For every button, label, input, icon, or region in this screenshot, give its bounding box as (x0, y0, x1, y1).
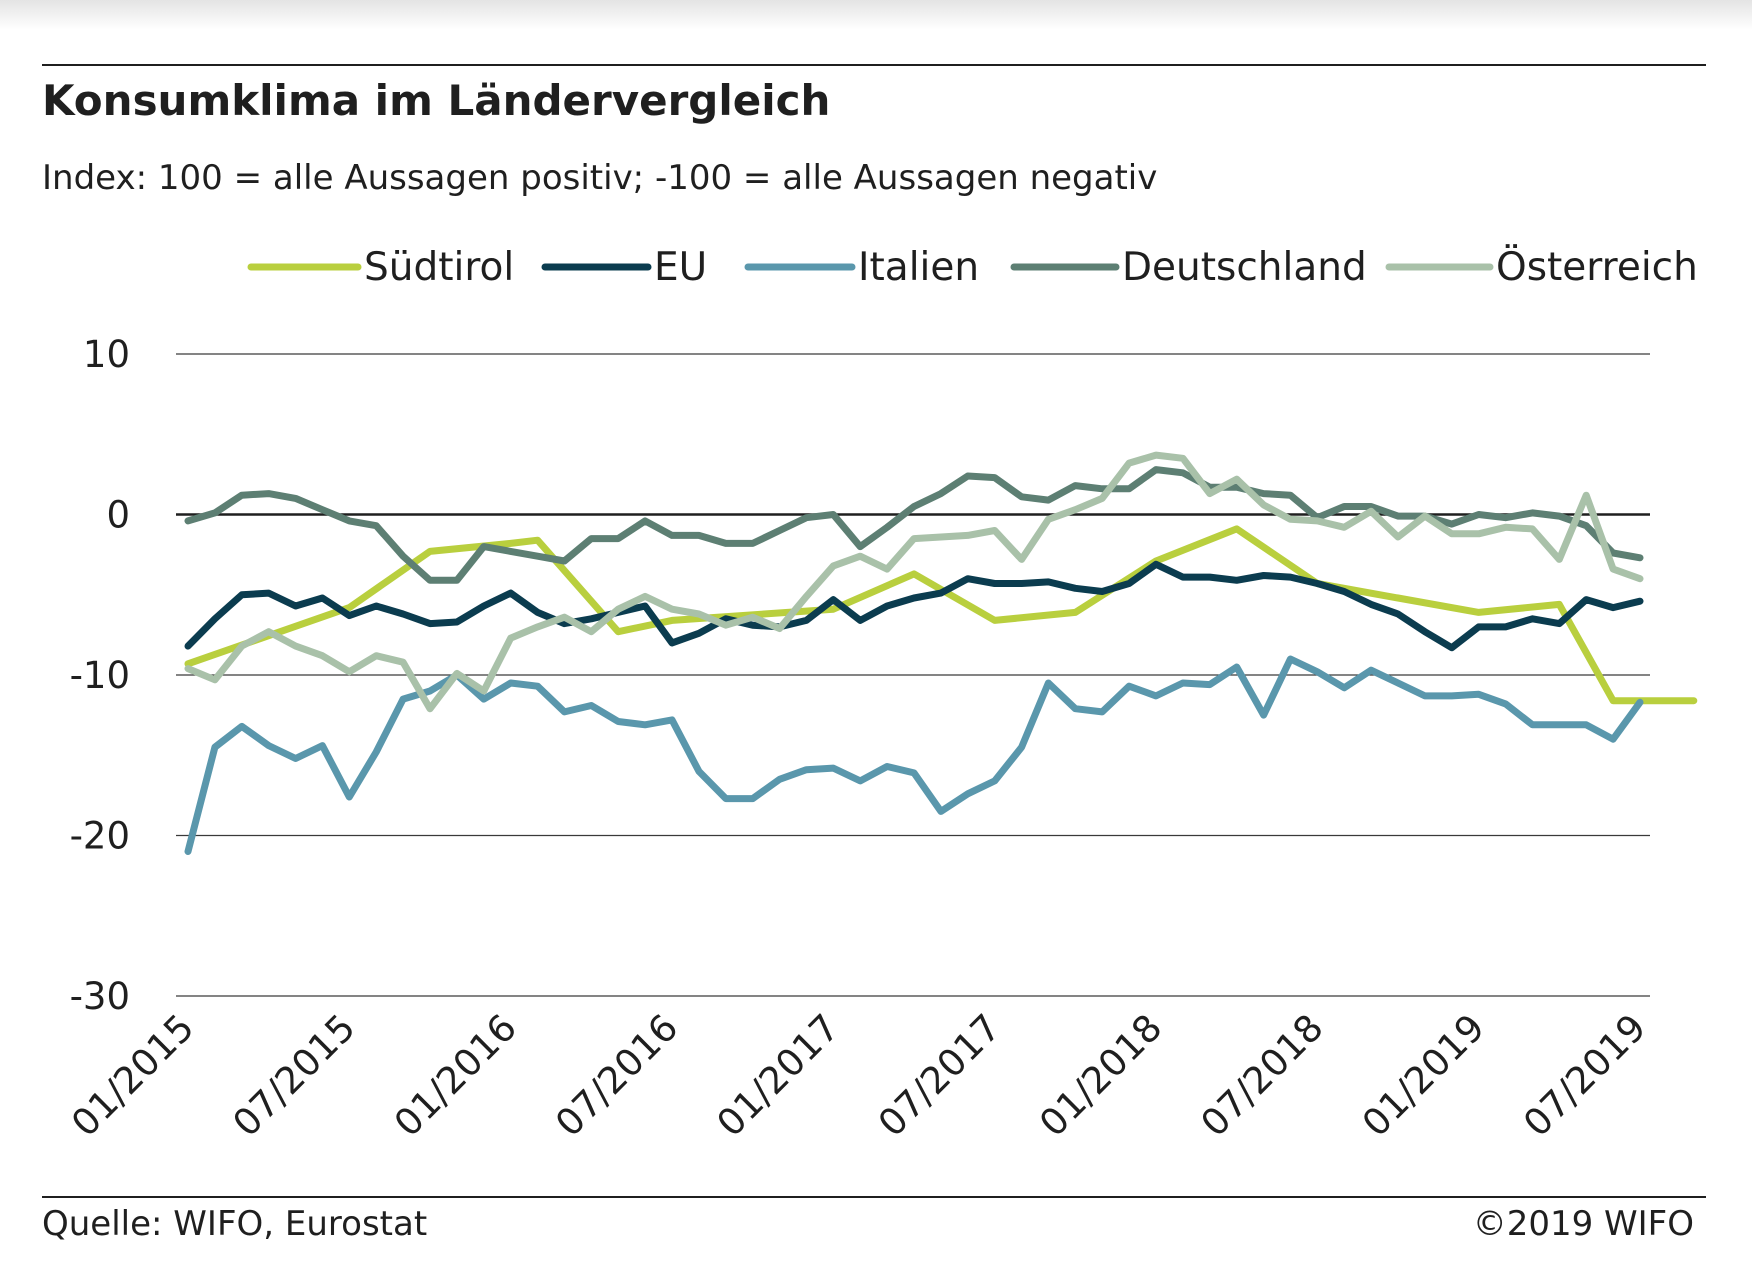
chart-title: Konsumklima im Ländervergleich (42, 76, 831, 125)
y-tick-label: 0 (106, 494, 130, 537)
header-rule (42, 64, 1706, 66)
x-tick-label: 07/2018 (1193, 1006, 1332, 1145)
series-lines (184, 451, 1698, 855)
y-axis: 10 0 -10 -20 -30 (70, 333, 130, 1018)
legend-item-osterreich: Österreich (1385, 244, 1698, 290)
line-eu (184, 560, 1644, 652)
legend: Südtirol EU Italien Deutschland Österreich (247, 244, 1698, 290)
y-tick-label: -30 (70, 975, 130, 1018)
x-tick-label: 07/2015 (225, 1006, 364, 1145)
legend-label: Italien (858, 245, 979, 290)
legend-item-deutschland: Deutschland (1010, 245, 1367, 290)
gridlines (176, 353, 1650, 997)
line-sudtirol (184, 525, 1698, 705)
line-osterreich (184, 451, 1644, 713)
line-chart: Südtirol EU Italien Deutschland Österreich 1… (63, 244, 1698, 1145)
x-tick-label: 07/2016 (547, 1006, 686, 1145)
x-tick-label: 01/2019 (1354, 1006, 1493, 1145)
x-tick-label: 01/2016 (386, 1006, 525, 1145)
x-axis: 01/2015 07/2015 01/2016 07/2016 01/2017 07/20… (63, 1006, 1654, 1145)
y-tick-label: -10 (70, 654, 130, 697)
legend-label: Deutschland (1122, 245, 1367, 290)
y-tick-label: 10 (83, 333, 130, 376)
legend-item-sudtirol: Südtirol (247, 245, 514, 290)
x-tick-label: 01/2017 (709, 1006, 848, 1145)
legend-label: EU (654, 245, 707, 290)
footer-rule (42, 1196, 1706, 1198)
legend-item-eu: EU (541, 245, 707, 290)
line-deutschland (184, 466, 1644, 584)
x-tick-label: 07/2019 (1515, 1006, 1654, 1145)
x-tick-label: 01/2015 (63, 1006, 202, 1145)
line-italien (184, 655, 1644, 855)
chart-subtitle: Index: 100 = alle Aussagen positiv; -100… (42, 158, 1158, 198)
copyright-note: ©2019 WIFO (1472, 1204, 1694, 1244)
top-shade (0, 0, 1752, 30)
legend-item-italien: Italien (744, 245, 979, 290)
x-tick-label: 01/2018 (1031, 1006, 1170, 1145)
y-tick-label: -20 (70, 815, 130, 858)
source-note: Quelle: WIFO, Eurostat (42, 1204, 428, 1244)
x-tick-label: 07/2017 (870, 1006, 1009, 1145)
legend-label: Österreich (1496, 244, 1698, 290)
legend-label: Südtirol (364, 245, 514, 290)
